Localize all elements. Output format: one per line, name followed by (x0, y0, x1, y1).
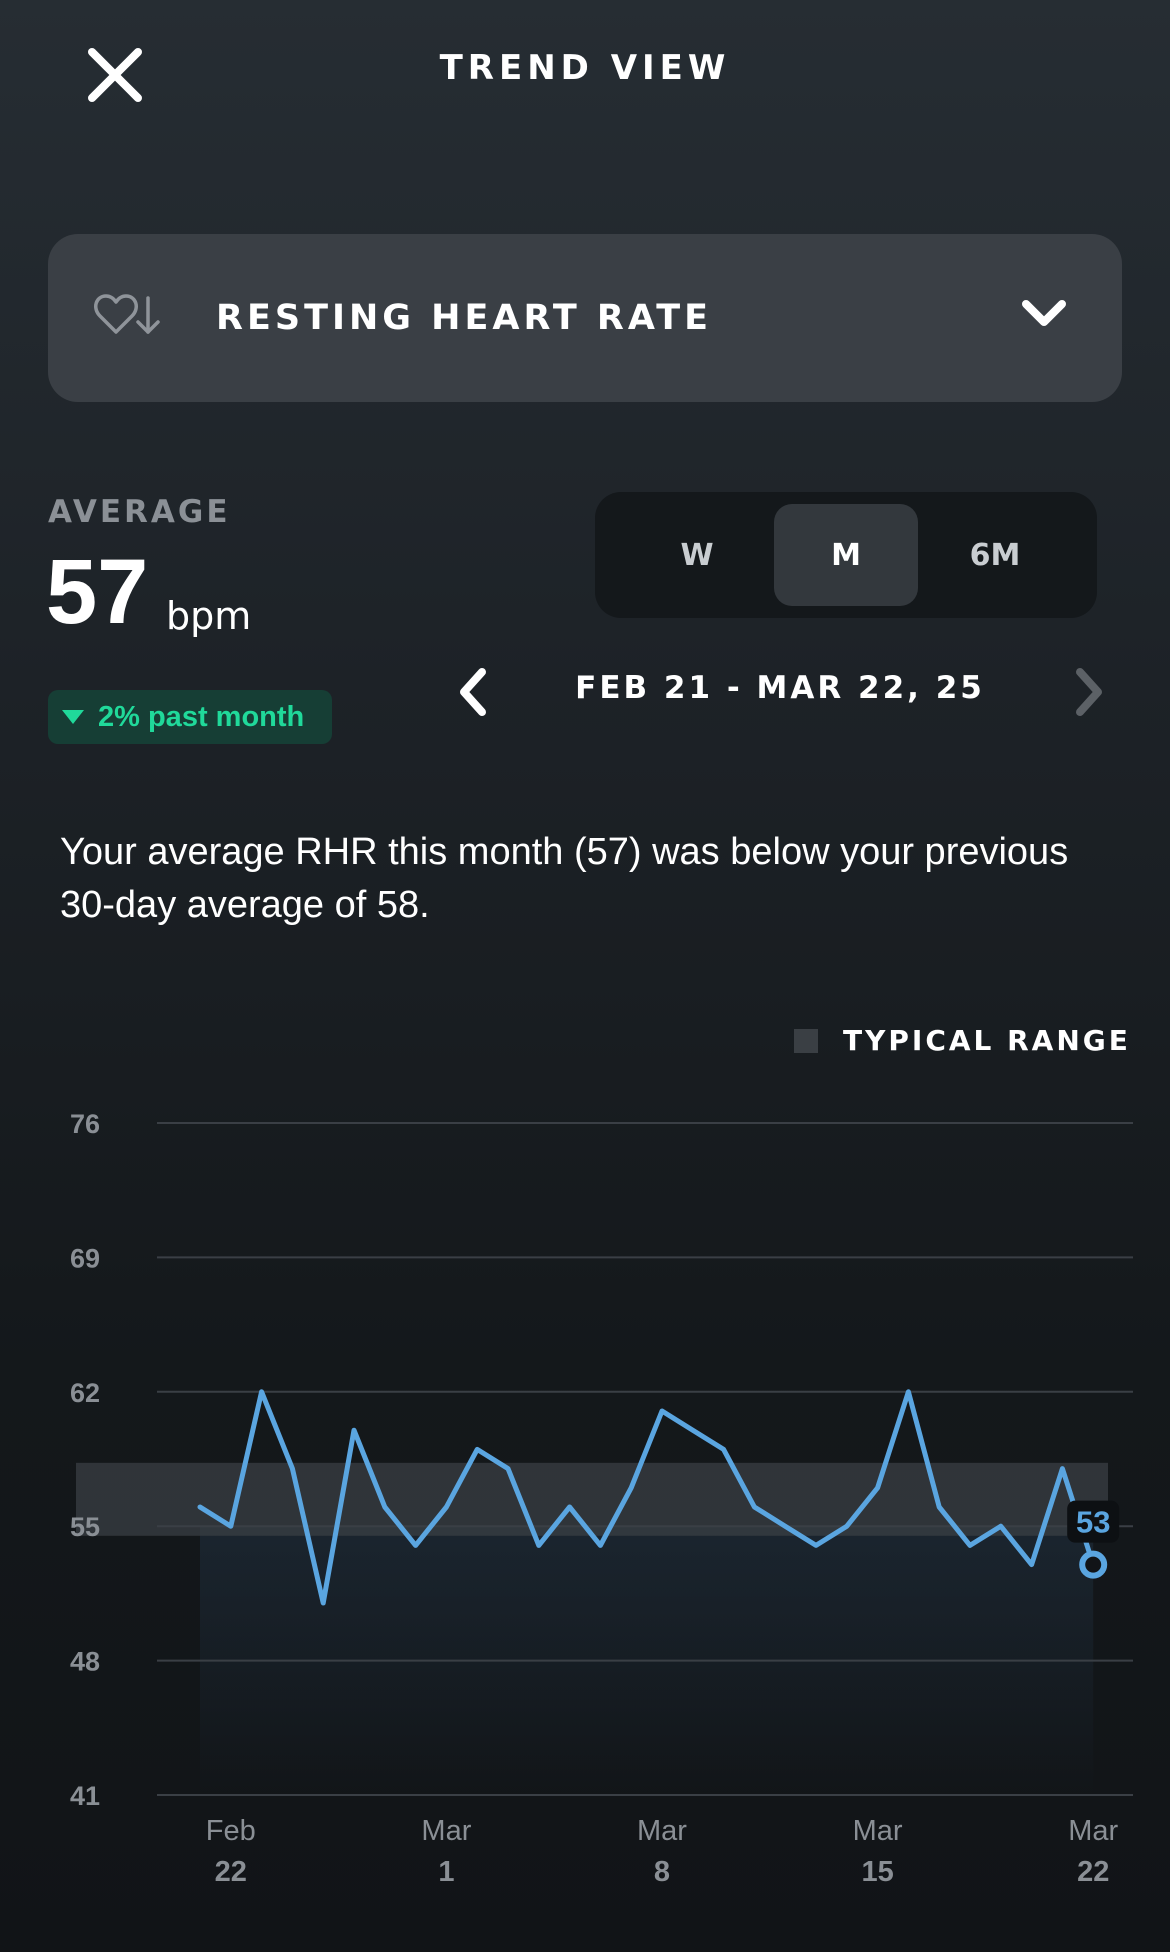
change-text: 2% past month (98, 700, 305, 733)
chevron-left-icon[interactable] (452, 666, 496, 718)
y-tick-label: 41 (70, 1781, 100, 1811)
y-tick-label: 48 (70, 1647, 100, 1677)
series-line (197, 1389, 1096, 1606)
x-tick-label: 15 (861, 1856, 893, 1888)
y-tick-label: 55 (70, 1512, 100, 1542)
y-tick-label: 69 (70, 1243, 100, 1273)
metric-label: RESTING HEART RATE (216, 298, 712, 338)
resting-heart-rate-chart: 76 69 62 55 48 41 Feb 22 Mar 1 Mar 8 Mar 15 Mar 22 53 (70, 1109, 1133, 1888)
tab-6-months[interactable]: 6M (969, 537, 1021, 573)
y-tick-label: 62 (70, 1378, 100, 1408)
period-selector: W M 6M (595, 492, 1097, 618)
x-tick-label: Mar (1068, 1815, 1118, 1847)
last-value-badge (1067, 1500, 1120, 1543)
heart-down-arrow-icon (94, 294, 160, 334)
x-tick-label: Mar (853, 1815, 903, 1847)
x-tick-label: 22 (215, 1856, 247, 1888)
close-icon[interactable] (82, 42, 148, 108)
triangle-down-icon (62, 710, 84, 724)
chevron-down-icon[interactable] (1018, 294, 1070, 334)
x-tick-label: 8 (654, 1856, 670, 1888)
change-badge: 2% past month (48, 690, 332, 744)
x-tick-label: Feb (206, 1815, 256, 1847)
page-title: TREND VIEW (439, 48, 731, 88)
date-range: FEB 21 - MAR 22, 25 (575, 670, 985, 706)
last-value-label: 53 (1076, 1505, 1110, 1540)
last-data-point (1079, 1550, 1108, 1579)
legend-label: TYPICAL RANGE (843, 1024, 1131, 1057)
y-tick-label: 76 (70, 1109, 100, 1139)
tab-week[interactable]: W (680, 537, 714, 573)
average-unit: bpm (166, 594, 252, 638)
average-label: AVERAGE (48, 494, 231, 530)
chevron-right-icon[interactable] (1066, 666, 1110, 718)
tab-month[interactable]: M (774, 504, 918, 606)
x-tick-label: Mar (421, 1815, 471, 1847)
x-tick-label: 1 (438, 1856, 454, 1888)
legend-swatch (794, 1029, 818, 1053)
insight-text: Your average RHR this month (57) was bel… (60, 831, 1069, 926)
x-tick-label: Mar (637, 1815, 687, 1847)
average-value: 57 (46, 541, 149, 643)
x-tick-label: 22 (1077, 1856, 1109, 1888)
metric-dropdown[interactable] (48, 234, 1122, 402)
